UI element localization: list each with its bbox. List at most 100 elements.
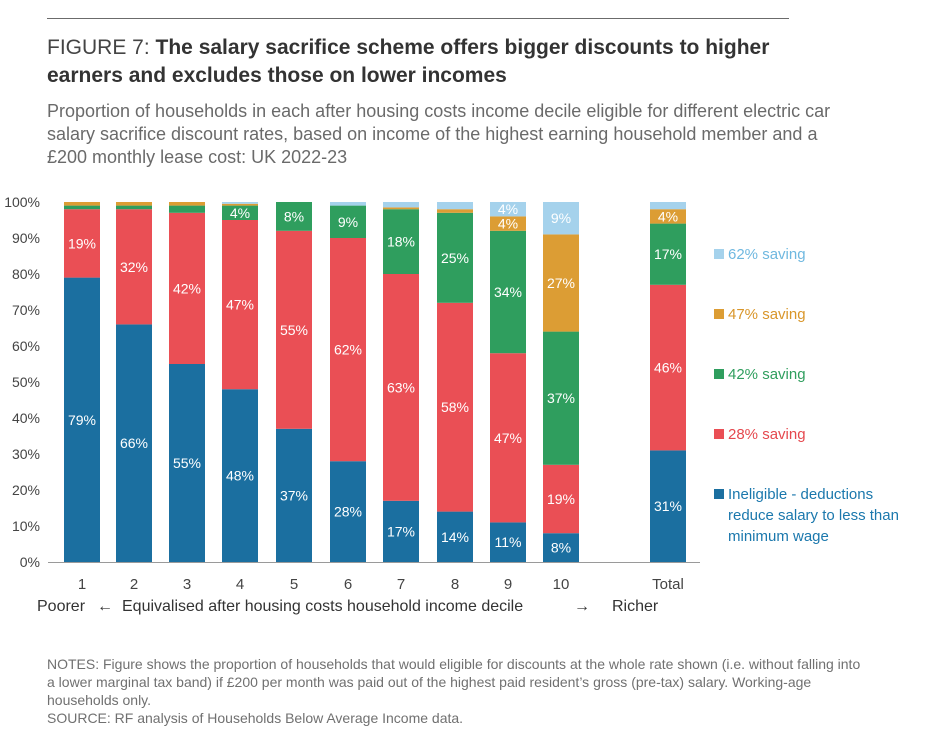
bar-segment (330, 205, 366, 238)
bar-segment (490, 522, 526, 562)
x-tick-label: 2 (130, 576, 138, 593)
arrow-left-icon: ← (97, 598, 113, 615)
data-label: 8% (551, 540, 571, 556)
data-label: 47% (494, 430, 522, 446)
bar-segment (222, 202, 258, 204)
y-tick-label: 100% (4, 194, 40, 210)
data-label: 14% (441, 529, 469, 545)
data-label: 27% (547, 275, 575, 291)
legend-label-ineligible: Ineligible - deductions reduce salary to… (728, 486, 899, 545)
bar-segment (276, 202, 312, 231)
bar-segment (222, 203, 258, 206)
bar-segment (437, 209, 473, 213)
data-label: 55% (173, 455, 201, 471)
legend-item-ineligible: Ineligible - deductions reduce salary to… (714, 484, 908, 547)
data-label: 4% (498, 216, 518, 232)
bar-segment (64, 209, 100, 278)
data-label: 4% (230, 205, 250, 221)
data-label: 55% (280, 322, 308, 338)
bar-segment (276, 230, 312, 429)
legend-label-47: 47% saving (728, 306, 806, 323)
x-tick-label: Total (652, 576, 684, 593)
data-label: 58% (441, 399, 469, 415)
bar-segment (650, 450, 686, 562)
bar-segment (437, 511, 473, 562)
figure-title: FIGURE 7: The salary sacrifice scheme of… (47, 34, 807, 90)
data-label: 19% (68, 235, 96, 251)
data-label: 25% (441, 250, 469, 266)
y-tick-label: 0% (20, 554, 40, 570)
bar-segment (116, 205, 152, 210)
y-tick-label: 80% (12, 266, 40, 282)
y-tick-label: 60% (12, 338, 40, 354)
data-label: 62% (334, 342, 362, 358)
data-label: 9% (338, 214, 358, 230)
axis-richer-label: Richer (612, 598, 659, 615)
bar-segment (169, 212, 205, 364)
bar-segment (650, 284, 686, 451)
legend-item-47: 47% saving (714, 304, 918, 325)
bar-segment (116, 324, 152, 562)
legend-item-42: 42% saving (714, 364, 918, 385)
x-tick-label: 1 (78, 576, 86, 593)
data-label: 46% (654, 360, 682, 376)
x-axis-title: Equivalised after housing costs househol… (122, 598, 524, 615)
bar-segment (222, 389, 258, 562)
bar-segment (276, 428, 312, 562)
x-tick-label: 4 (236, 576, 244, 593)
x-tick-label: 6 (344, 576, 352, 593)
legend-swatch-47 (714, 309, 724, 319)
figure-subtitle: Proportion of households in each after h… (47, 101, 831, 167)
data-label: 11% (495, 534, 522, 550)
legend-item-28: 28% saving (714, 424, 918, 445)
data-label: 48% (226, 468, 254, 484)
data-label: 47% (226, 297, 254, 313)
bar-segment (543, 331, 579, 465)
legend-swatch-28 (714, 429, 724, 439)
bar-segment (64, 277, 100, 562)
bar-segment (543, 202, 579, 235)
figure-label: FIGURE 7: (47, 36, 156, 59)
bar-segment (543, 234, 579, 332)
y-tick-label: 50% (12, 374, 40, 390)
arrow-right-icon: → (574, 598, 590, 615)
bar-segment (490, 202, 526, 217)
data-label: 8% (284, 208, 304, 224)
data-label: 34% (494, 284, 522, 300)
bar-segment (543, 464, 579, 534)
bar-segment (650, 223, 686, 285)
notes-block: NOTES: Figure shows the proportion of ho… (47, 655, 867, 727)
y-tick-label: 10% (12, 518, 40, 534)
notes-text: NOTES: Figure shows the proportion of ho… (47, 656, 861, 708)
data-label: 18% (387, 234, 415, 250)
bar-segment (64, 205, 100, 210)
y-tick-label: 90% (12, 230, 40, 246)
bar-segment (330, 461, 366, 562)
bar-segment (169, 202, 205, 206)
bar-segment (116, 209, 152, 325)
bar-segment (383, 207, 419, 210)
bar-segment (116, 202, 152, 206)
data-label: 37% (547, 390, 575, 406)
bar-segment (650, 209, 686, 224)
data-label: 32% (120, 259, 148, 275)
bar-segment (169, 205, 205, 213)
x-tick-label: 5 (290, 576, 298, 593)
data-label: 66% (120, 435, 148, 451)
x-tick-label: 10 (553, 576, 570, 593)
data-label: 63% (387, 379, 415, 395)
data-label: 9% (551, 210, 571, 226)
data-label: 28% (334, 504, 362, 520)
y-tick-label: 20% (12, 482, 40, 498)
x-tick-label: 3 (183, 576, 191, 593)
bar-segment (437, 212, 473, 303)
stacked-bar-chart: 0%10%20%30%40%50%60%70%80%90%100%79%19%1… (4, 194, 700, 593)
bar-segment (169, 364, 205, 562)
data-label: 79% (68, 412, 96, 428)
bar-segment (222, 205, 258, 220)
x-tick-label: 7 (397, 576, 405, 593)
bar-segment (490, 216, 526, 231)
bar-segment (437, 202, 473, 210)
legend-swatch-62 (714, 249, 724, 259)
bar-segment (222, 220, 258, 390)
